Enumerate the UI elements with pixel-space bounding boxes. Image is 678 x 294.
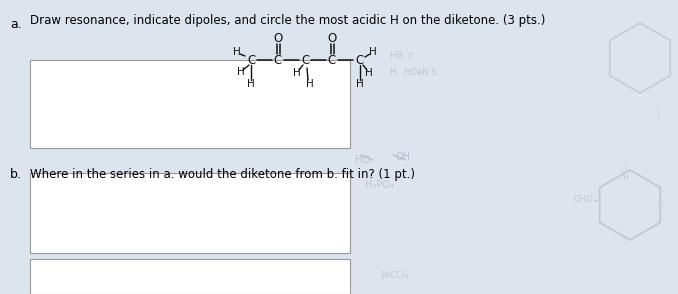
Text: C: C [328, 54, 336, 66]
Text: H₃PO₄: H₃PO₄ [365, 180, 394, 190]
Text: НВ  г: НВ г [390, 51, 414, 59]
Text: O: O [327, 31, 336, 44]
Text: a.: a. [10, 18, 22, 31]
Text: H: H [237, 67, 245, 77]
Text: H  ,HOвN S: H ,HOвN S [390, 69, 437, 78]
Text: O: O [620, 168, 627, 176]
Text: 1: 1 [654, 110, 662, 120]
Text: Draw resonance, indicate dipoles, and circle the most acidic H on the diketone. : Draw resonance, indicate dipoles, and ci… [30, 14, 545, 27]
Text: H: H [369, 47, 377, 57]
Text: C: C [301, 54, 309, 66]
Text: CHO: CHO [573, 196, 593, 205]
Text: H: H [247, 79, 255, 89]
FancyBboxPatch shape [30, 173, 350, 253]
Text: p: p [656, 200, 664, 210]
Text: C: C [274, 54, 282, 66]
Text: b.: b. [10, 168, 22, 181]
Text: OH: OH [395, 152, 410, 162]
FancyBboxPatch shape [30, 60, 350, 148]
Text: Where in the series in a. would the diketone from b. fit in? (1 pt.): Where in the series in a. would the dike… [30, 168, 415, 181]
Text: H: H [293, 68, 301, 78]
Text: C: C [247, 54, 255, 66]
FancyBboxPatch shape [30, 259, 350, 294]
Text: H: H [306, 79, 314, 89]
Text: O: O [273, 31, 283, 44]
Text: H: H [365, 68, 373, 78]
Text: BrCCl₃: BrCCl₃ [380, 270, 409, 280]
Text: H: H [356, 79, 364, 89]
Text: C: C [355, 54, 363, 66]
Text: H: H [233, 47, 241, 57]
Text: HO: HO [355, 155, 370, 165]
